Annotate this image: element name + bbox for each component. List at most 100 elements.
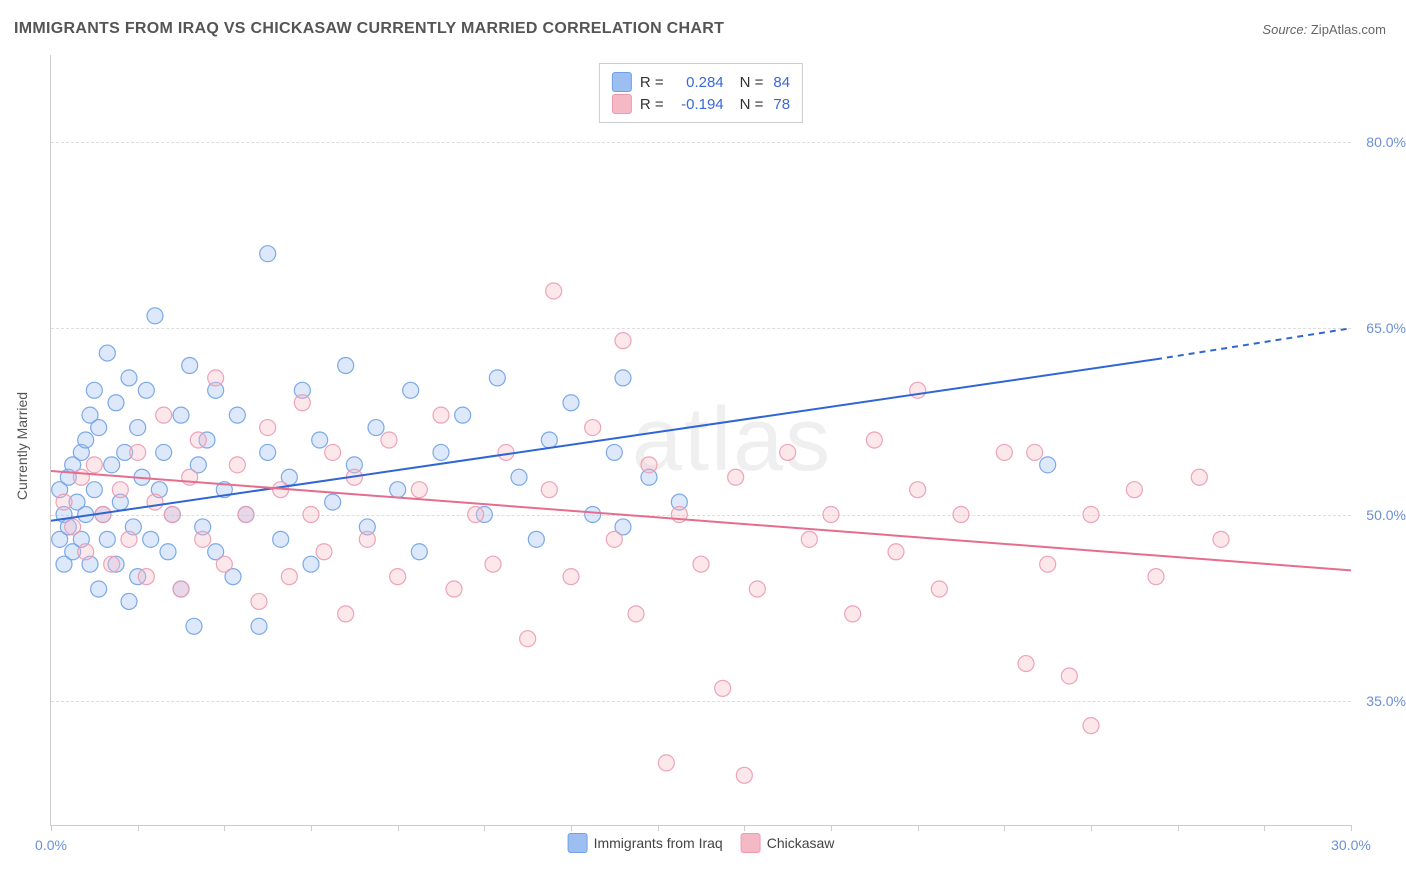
data-point xyxy=(585,420,601,436)
data-point xyxy=(368,420,384,436)
data-point xyxy=(78,432,94,448)
data-point xyxy=(229,457,245,473)
data-point xyxy=(130,444,146,460)
data-point xyxy=(260,420,276,436)
data-point xyxy=(563,569,579,585)
data-point xyxy=(953,507,969,523)
data-point xyxy=(216,556,232,572)
data-point xyxy=(138,569,154,585)
x-tick xyxy=(51,825,52,831)
data-point xyxy=(164,507,180,523)
y-tick-label: 80.0% xyxy=(1356,134,1406,150)
x-tick-label: 30.0% xyxy=(1331,837,1371,853)
data-point xyxy=(260,246,276,262)
x-tick xyxy=(1351,825,1352,831)
data-point xyxy=(338,606,354,622)
n-value-1: 84 xyxy=(773,74,790,91)
x-tick xyxy=(138,825,139,831)
r-value-2: -0.194 xyxy=(674,96,724,113)
data-point xyxy=(195,531,211,547)
x-tick xyxy=(571,825,572,831)
data-point xyxy=(86,482,102,498)
legend-row-2: R = -0.194 N = 78 xyxy=(612,94,790,114)
data-point xyxy=(736,767,752,783)
data-point xyxy=(121,593,137,609)
data-point xyxy=(433,444,449,460)
data-point xyxy=(303,507,319,523)
data-point xyxy=(390,569,406,585)
legend-item-2: Chickasaw xyxy=(741,833,835,853)
data-point xyxy=(251,618,267,634)
data-point xyxy=(338,357,354,373)
data-point xyxy=(520,631,536,647)
data-point xyxy=(910,482,926,498)
data-point xyxy=(468,507,484,523)
legend-correlation-box: R = 0.284 N = 84 R = -0.194 N = 78 xyxy=(599,63,803,123)
data-point xyxy=(104,556,120,572)
source-name: ZipAtlas.com xyxy=(1311,22,1386,37)
x-tick xyxy=(744,825,745,831)
data-point xyxy=(403,382,419,398)
data-point xyxy=(888,544,904,560)
swatch-series-2 xyxy=(612,94,632,114)
data-point xyxy=(749,581,765,597)
data-point xyxy=(1083,718,1099,734)
r-label: R = xyxy=(640,74,664,91)
data-point xyxy=(273,531,289,547)
data-point xyxy=(316,544,332,560)
data-point xyxy=(823,507,839,523)
data-point xyxy=(190,432,206,448)
r-value-1: 0.284 xyxy=(674,74,724,91)
data-point xyxy=(715,680,731,696)
data-point xyxy=(359,531,375,547)
data-point xyxy=(86,382,102,398)
data-point xyxy=(147,494,163,510)
data-point xyxy=(563,395,579,411)
data-point xyxy=(312,432,328,448)
legend-row-1: R = 0.284 N = 84 xyxy=(612,72,790,92)
data-point xyxy=(728,469,744,485)
x-tick xyxy=(1178,825,1179,831)
series-1-name: Immigrants from Iraq xyxy=(594,835,723,851)
data-point xyxy=(390,482,406,498)
data-point xyxy=(78,544,94,560)
data-point xyxy=(160,544,176,560)
data-point xyxy=(658,755,674,771)
data-point xyxy=(1040,457,1056,473)
x-tick xyxy=(484,825,485,831)
data-point xyxy=(615,370,631,386)
data-point xyxy=(65,519,81,535)
data-point xyxy=(186,618,202,634)
swatch-series-2 xyxy=(741,833,761,853)
chart-container: IMMIGRANTS FROM IRAQ VS CHICKASAW CURREN… xyxy=(0,0,1406,892)
x-tick xyxy=(1264,825,1265,831)
data-point xyxy=(112,482,128,498)
data-point xyxy=(546,283,562,299)
data-point xyxy=(1213,531,1229,547)
data-point xyxy=(303,556,319,572)
data-point xyxy=(1126,482,1142,498)
x-tick xyxy=(311,825,312,831)
data-point xyxy=(138,382,154,398)
data-point xyxy=(866,432,882,448)
x-tick xyxy=(831,825,832,831)
data-point xyxy=(489,370,505,386)
data-point xyxy=(615,333,631,349)
data-point xyxy=(1148,569,1164,585)
data-point xyxy=(628,606,644,622)
source-label: Source: xyxy=(1262,22,1307,37)
data-point xyxy=(260,444,276,460)
data-point xyxy=(541,432,557,448)
data-point xyxy=(528,531,544,547)
data-point xyxy=(99,531,115,547)
x-tick xyxy=(224,825,225,831)
x-tick xyxy=(918,825,919,831)
data-point xyxy=(73,469,89,485)
data-point xyxy=(411,544,427,560)
data-point xyxy=(1191,469,1207,485)
x-tick xyxy=(658,825,659,831)
data-point xyxy=(130,420,146,436)
source-credit: Source: ZipAtlas.com xyxy=(1262,22,1386,37)
plot-area: ZIPatlas R = 0.284 N = 84 R = -0.194 N =… xyxy=(50,55,1351,826)
y-axis-title: Currently Married xyxy=(14,392,30,500)
